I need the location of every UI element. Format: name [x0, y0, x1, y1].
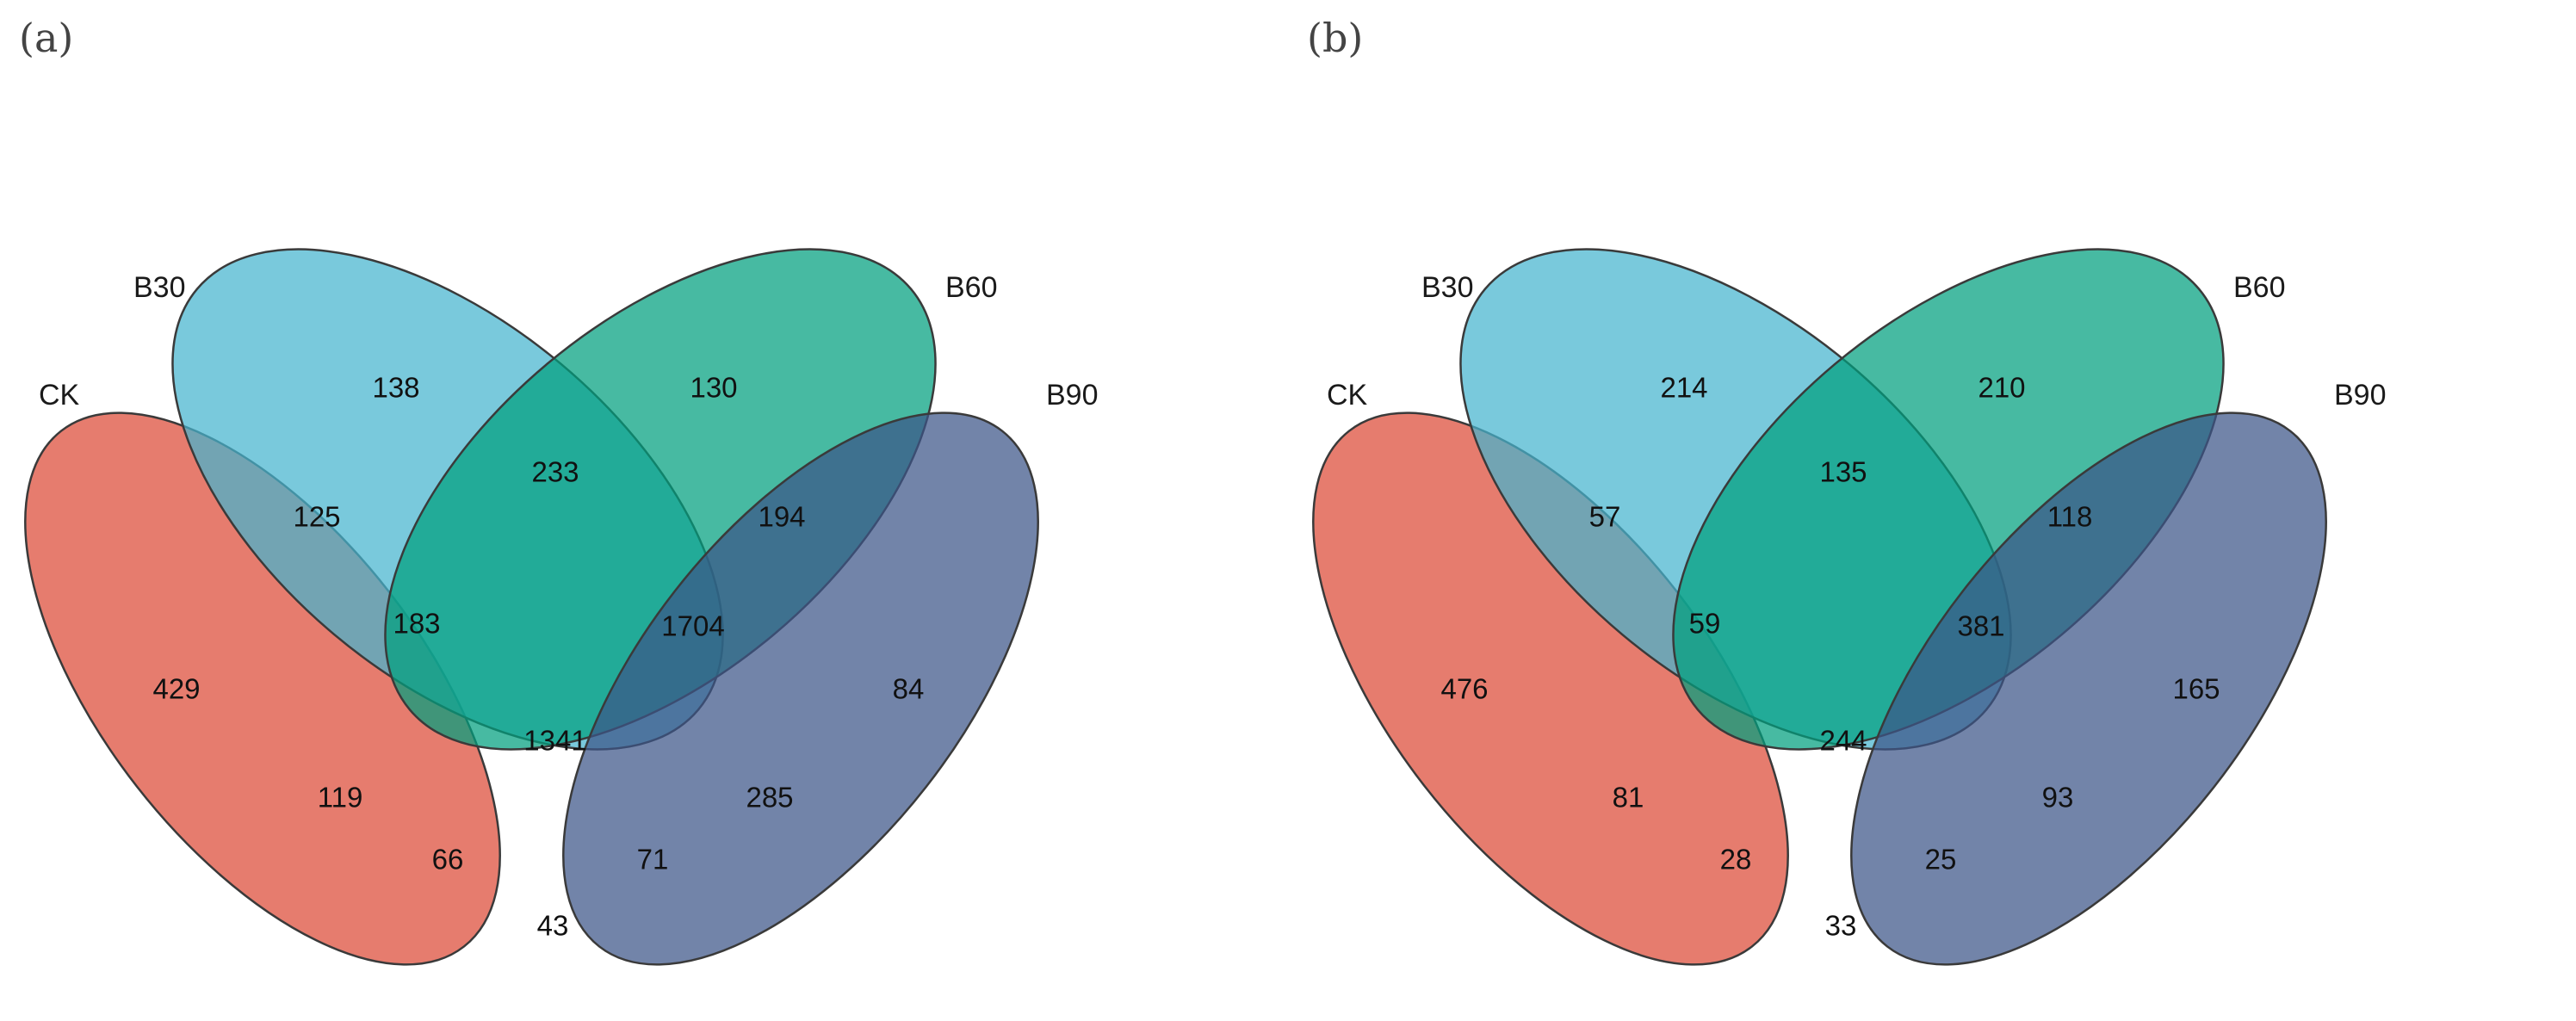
region-count-b60: 130	[690, 372, 737, 404]
set-label-b90: B90	[2334, 379, 2387, 411]
region-count-b30-b60: 135	[1819, 456, 1867, 488]
region-count-ck-b30-b60: 183	[393, 608, 440, 640]
region-count-b30-b90: 93	[2042, 782, 2074, 814]
region-count-b60: 210	[1978, 372, 2025, 404]
region-count-ck-b60: 119	[318, 782, 363, 814]
region-count-ck-b30-b60: 59	[1689, 608, 1721, 640]
region-count-ck: 476	[1440, 673, 1488, 705]
region-count-ck-b90: 43	[537, 910, 569, 942]
venn-diagram: (a) CK B30 B60 B90 429 138 130 84 125 233 194 119 43 2…	[19, 15, 1099, 966]
panel-letter: (b)	[1307, 15, 1363, 61]
set-label-b60: B60	[2233, 271, 2286, 304]
region-count-b90: 84	[893, 673, 925, 705]
set-ellipse-b90	[1850, 411, 2327, 966]
set-label-b30: B30	[133, 271, 186, 304]
region-count-ck-b60-b90: 28	[1720, 844, 1752, 876]
region-count-b30-b90: 285	[746, 782, 793, 814]
region-count-all: 244	[1819, 725, 1867, 757]
set-label-b30: B30	[1421, 271, 1474, 304]
panel-letter: (a)	[19, 15, 73, 61]
region-count-b30: 214	[1660, 372, 1707, 404]
region-count-ck-b30-b90: 71	[637, 844, 669, 876]
region-count-ck-b30-b90: 25	[1925, 844, 1957, 876]
region-count-b60-b90: 194	[758, 501, 805, 533]
set-label-ck: CK	[1327, 379, 1368, 411]
venn-panel-a: (a) CK B30 B60 B90 429 138 130 84 125 233 194 119 43 2…	[19, 15, 1099, 966]
set-label-ck: CK	[39, 379, 80, 411]
region-count-b30: 138	[372, 372, 419, 404]
set-label-b90: B90	[1046, 379, 1099, 411]
region-count-b60-b90: 118	[2047, 501, 2093, 533]
venn-panel-b: (b) CK B30 B60 B90 476 214 210 165 57 135 118 81 33 93…	[1288, 0, 2576, 1021]
set-label-b60: B60	[945, 271, 998, 304]
region-count-ck-b60: 81	[1613, 782, 1644, 814]
set-ellipse-b90	[562, 411, 1039, 966]
region-count-b30-b60-b90: 381	[1957, 610, 2004, 642]
region-count-ck-b30: 57	[1589, 501, 1621, 533]
region-count-ck-b30: 125	[293, 501, 340, 533]
venn-diagram: (b) CK B30 B60 B90 476 214 210 165 57 135 118 81 33 93…	[1307, 15, 2387, 966]
region-count-all: 1341	[523, 725, 586, 757]
region-count-ck-b90: 33	[1825, 910, 1857, 942]
region-count-b90: 165	[2172, 673, 2220, 705]
region-count-b30-b60: 233	[531, 456, 579, 488]
region-count-b30-b60-b90: 1704	[661, 610, 724, 642]
region-count-ck-b60-b90: 66	[432, 844, 464, 876]
region-count-ck: 429	[152, 673, 200, 705]
